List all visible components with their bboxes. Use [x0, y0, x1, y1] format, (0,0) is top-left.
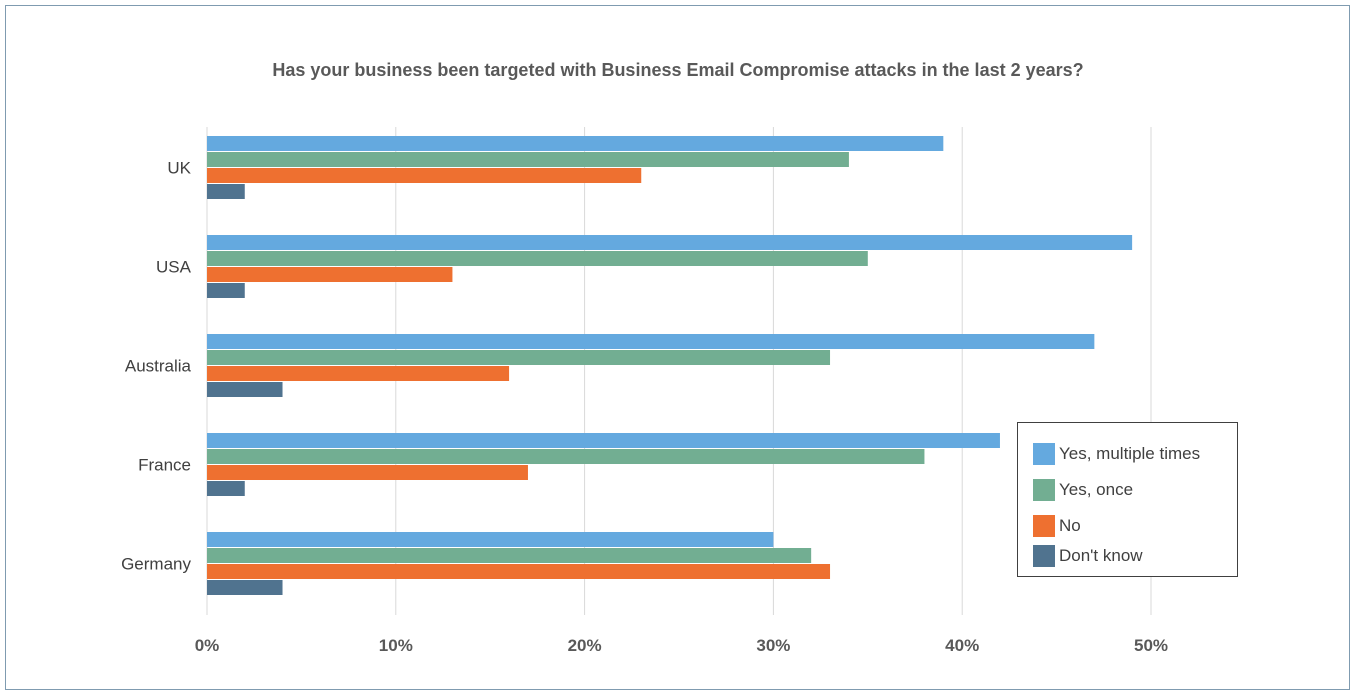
legend-item-yes-multiple: Yes, multiple times — [1033, 443, 1200, 465]
bar-australia-0 — [207, 334, 1095, 349]
bar-uk-0 — [207, 136, 944, 151]
category-label: USA — [156, 258, 192, 277]
legend-item-dont-know: Don't know — [1033, 545, 1143, 567]
legend-label: Don't know — [1059, 546, 1143, 565]
bar-france-2 — [207, 465, 528, 480]
category-label: France — [138, 456, 191, 475]
legend-label: Yes, once — [1059, 480, 1134, 499]
x-tick-labels: 0% 10% 20% 30% 40% 50% — [195, 636, 1168, 655]
bar-usa-1 — [207, 251, 868, 266]
bar-australia-3 — [207, 382, 283, 397]
bar-uk-2 — [207, 168, 642, 183]
category-labels: UK USA Australia France Germany — [121, 159, 192, 574]
category-label: Germany — [121, 555, 191, 574]
bar-germany-2 — [207, 564, 831, 579]
x-tick-label: 0% — [195, 636, 220, 655]
legend: Yes, multiple times Yes, once No Don't k… — [1017, 422, 1238, 577]
category-label: UK — [167, 159, 191, 178]
bar-uk-3 — [207, 184, 245, 199]
bar-germany-1 — [207, 548, 812, 563]
bar-usa-2 — [207, 267, 453, 282]
legend-swatch — [1033, 479, 1055, 501]
bar-uk-1 — [207, 152, 849, 167]
x-tick-label: 40% — [945, 636, 979, 655]
bar-france-1 — [207, 449, 925, 464]
chart-title: Has your business been targeted with Bus… — [272, 60, 1084, 80]
x-tick-label: 30% — [756, 636, 790, 655]
legend-item-no: No — [1033, 515, 1081, 537]
x-tick-label: 50% — [1134, 636, 1168, 655]
bar-usa-3 — [207, 283, 245, 298]
bar-australia-1 — [207, 350, 831, 365]
bar-germany-3 — [207, 580, 283, 595]
bar-france-3 — [207, 481, 245, 496]
bars — [207, 136, 1133, 595]
x-tick-label: 20% — [568, 636, 602, 655]
legend-swatch — [1033, 443, 1055, 465]
bar-usa-0 — [207, 235, 1133, 250]
bar-france-0 — [207, 433, 1000, 448]
legend-item-yes-once: Yes, once — [1033, 479, 1133, 501]
x-tick-label: 10% — [379, 636, 413, 655]
bar-australia-2 — [207, 366, 510, 381]
legend-label: No — [1059, 516, 1081, 535]
legend-swatch — [1033, 545, 1055, 567]
legend-label: Yes, multiple times — [1059, 444, 1201, 463]
category-label: Australia — [125, 357, 192, 376]
bar-germany-0 — [207, 532, 774, 547]
legend-swatch — [1033, 515, 1055, 537]
chart-frame — [5, 5, 1350, 690]
